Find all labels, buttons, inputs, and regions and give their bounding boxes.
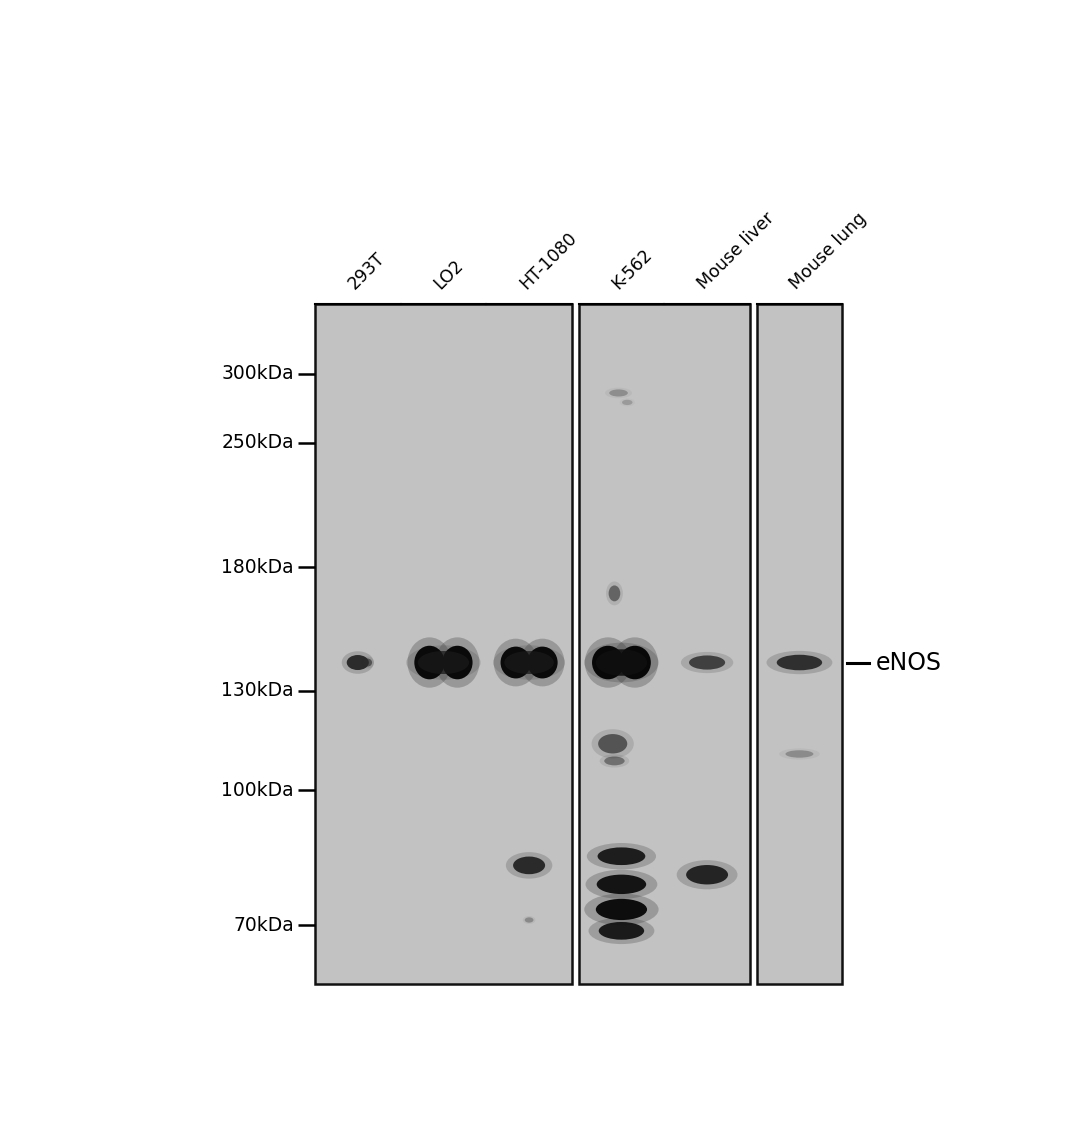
Ellipse shape xyxy=(494,646,565,680)
Text: K-562: K-562 xyxy=(609,246,656,293)
FancyBboxPatch shape xyxy=(579,304,750,984)
Ellipse shape xyxy=(363,658,372,666)
Text: 180kDa: 180kDa xyxy=(221,558,294,577)
Ellipse shape xyxy=(523,916,536,924)
Ellipse shape xyxy=(585,870,658,898)
Ellipse shape xyxy=(779,749,820,760)
Text: 70kDa: 70kDa xyxy=(233,916,294,935)
Ellipse shape xyxy=(584,642,659,682)
Ellipse shape xyxy=(521,639,565,687)
Ellipse shape xyxy=(505,853,552,879)
Ellipse shape xyxy=(622,400,633,405)
Ellipse shape xyxy=(680,652,733,673)
Ellipse shape xyxy=(689,655,725,670)
Ellipse shape xyxy=(500,647,531,679)
Ellipse shape xyxy=(592,729,634,758)
Ellipse shape xyxy=(598,922,644,940)
Ellipse shape xyxy=(596,874,646,894)
Text: eNOS: eNOS xyxy=(876,650,942,674)
Ellipse shape xyxy=(777,655,822,670)
Text: Mouse lung: Mouse lung xyxy=(786,209,870,293)
Ellipse shape xyxy=(586,844,656,870)
Text: 300kDa: 300kDa xyxy=(221,363,294,383)
Ellipse shape xyxy=(589,918,654,944)
Ellipse shape xyxy=(686,865,728,885)
Ellipse shape xyxy=(443,646,473,679)
Text: Mouse liver: Mouse liver xyxy=(694,209,779,293)
Ellipse shape xyxy=(767,650,833,674)
Ellipse shape xyxy=(494,639,538,687)
Ellipse shape xyxy=(362,656,374,669)
Ellipse shape xyxy=(347,655,369,670)
Text: HT-1080: HT-1080 xyxy=(516,229,580,293)
Ellipse shape xyxy=(527,647,557,679)
Ellipse shape xyxy=(598,734,627,753)
Ellipse shape xyxy=(592,646,624,679)
Ellipse shape xyxy=(605,387,632,398)
Ellipse shape xyxy=(504,652,554,674)
Ellipse shape xyxy=(584,638,632,688)
Ellipse shape xyxy=(435,638,480,688)
Ellipse shape xyxy=(341,652,374,673)
Ellipse shape xyxy=(584,894,659,926)
Text: 130kDa: 130kDa xyxy=(221,681,294,701)
FancyBboxPatch shape xyxy=(757,304,842,984)
Text: LO2: LO2 xyxy=(431,256,468,293)
Ellipse shape xyxy=(785,750,813,758)
Ellipse shape xyxy=(597,847,646,865)
Ellipse shape xyxy=(418,652,469,674)
Ellipse shape xyxy=(596,649,647,676)
Ellipse shape xyxy=(513,856,545,874)
Ellipse shape xyxy=(606,582,623,606)
Ellipse shape xyxy=(604,757,624,766)
Ellipse shape xyxy=(599,754,630,768)
Ellipse shape xyxy=(407,638,451,688)
Ellipse shape xyxy=(609,585,620,601)
Ellipse shape xyxy=(619,646,651,679)
Ellipse shape xyxy=(596,898,647,920)
Ellipse shape xyxy=(620,399,635,407)
Text: 100kDa: 100kDa xyxy=(221,781,294,800)
Text: 293T: 293T xyxy=(345,249,389,293)
Ellipse shape xyxy=(677,861,738,889)
Ellipse shape xyxy=(525,918,534,922)
Text: 250kDa: 250kDa xyxy=(221,433,294,453)
Ellipse shape xyxy=(415,646,445,679)
Ellipse shape xyxy=(611,638,658,688)
Ellipse shape xyxy=(406,646,481,680)
Ellipse shape xyxy=(609,390,627,397)
FancyBboxPatch shape xyxy=(315,304,572,984)
